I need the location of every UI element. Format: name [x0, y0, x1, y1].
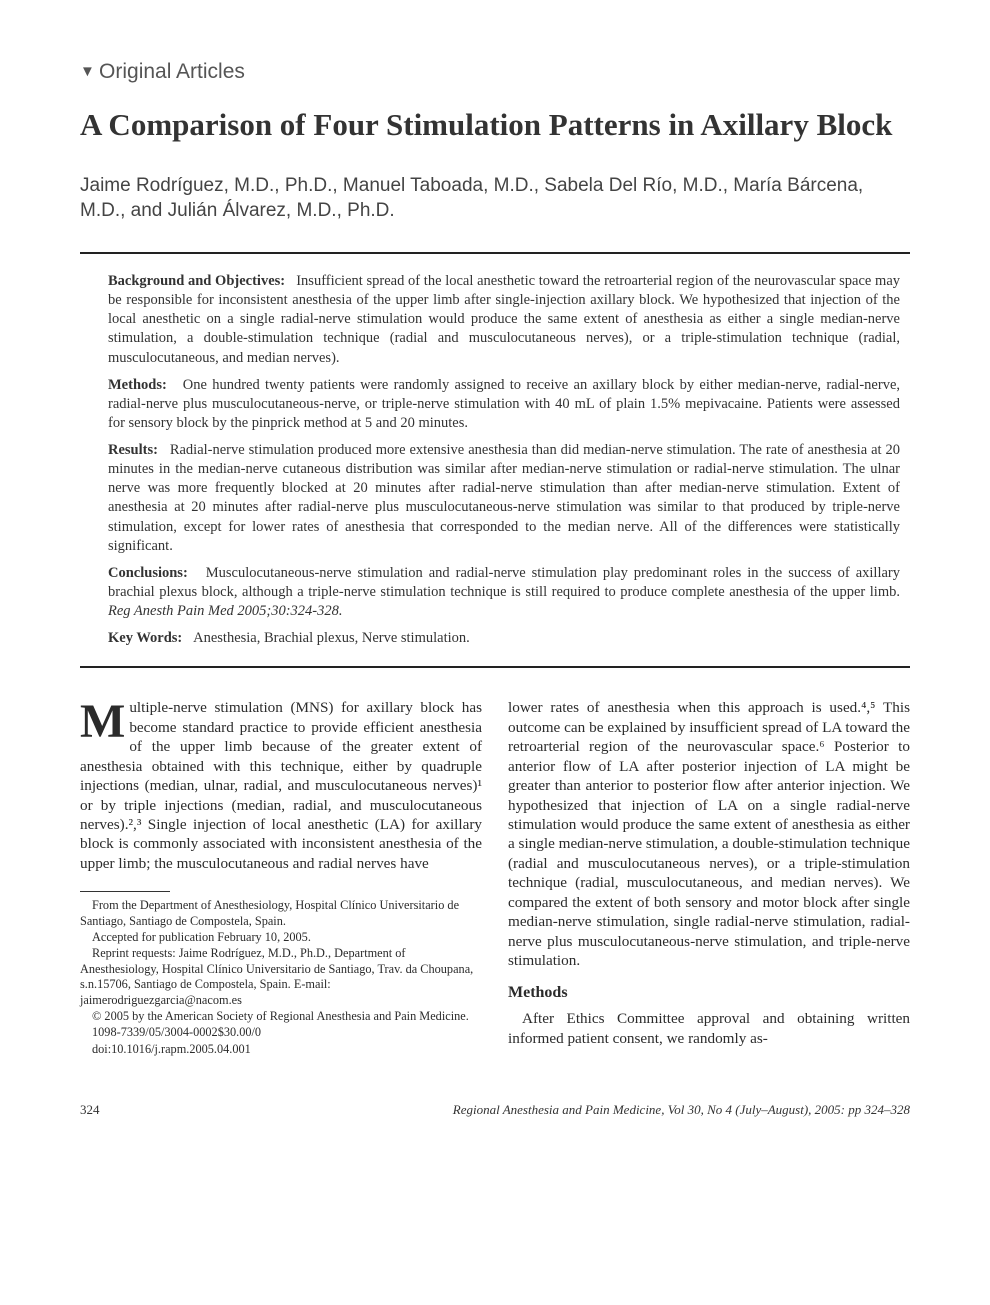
column-left: Multiple-nerve stimulation (MNS) for axi… [80, 698, 482, 1058]
footnote-affiliation: From the Department of Anesthesiology, H… [80, 898, 482, 929]
body-paragraph-1: Multiple-nerve stimulation (MNS) for axi… [80, 698, 482, 873]
methods-label: Methods: [108, 377, 167, 393]
background-label: Background and Objectives: [108, 273, 285, 289]
abstract-citation: Reg Anesth Pain Med 2005;30:324-328. [108, 603, 343, 619]
conclusions-text: Musculocutaneous-nerve stimulation and r… [108, 565, 900, 600]
footnote-reprint: Reprint requests: Jaime Rodríguez, M.D.,… [80, 946, 482, 1007]
keywords-text: Anesthesia, Brachial plexus, Nerve stimu… [193, 630, 470, 646]
results-text: Radial-nerve stimulation produced more e… [108, 442, 900, 554]
footnote-doi: doi:10.1016/j.rapm.2005.04.001 [80, 1042, 482, 1057]
methods-heading: Methods [508, 983, 910, 1003]
results-label: Results: [108, 442, 158, 458]
abstract-background: Background and Objectives: Insufficient … [108, 272, 900, 368]
section-label: Original Articles [80, 60, 910, 84]
abstract-results: Results: Radial-nerve stimulation produc… [108, 441, 900, 556]
dropcap: M [80, 698, 129, 741]
footnote-accepted: Accepted for publication February 10, 20… [80, 930, 482, 945]
footnote-rule [80, 891, 170, 892]
methods-text: One hundred twenty patients were randoml… [108, 377, 900, 431]
footnotes: From the Department of Anesthesiology, H… [80, 898, 482, 1057]
page-number: 324 [80, 1102, 100, 1118]
page-footer: 324 Regional Anesthesia and Pain Medicin… [80, 1102, 910, 1118]
column-right: lower rates of anesthesia when this appr… [508, 698, 910, 1058]
body-paragraph-2: lower rates of anesthesia when this appr… [508, 698, 910, 970]
keywords-label: Key Words: [108, 630, 182, 646]
abstract-methods: Methods: One hundred twenty patients wer… [108, 376, 900, 433]
abstract-block: Background and Objectives: Insufficient … [80, 252, 910, 668]
body-paragraph-3: After Ethics Committee approval and obta… [508, 1009, 910, 1048]
conclusions-label: Conclusions: [108, 565, 188, 581]
article-title: A Comparison of Four Stimulation Pattern… [80, 106, 910, 145]
col1-text: ultiple-nerve stimulation (MNS) for axil… [80, 699, 482, 872]
abstract-conclusions: Conclusions: Musculocutaneous-nerve stim… [108, 564, 900, 621]
footnote-copyright: © 2005 by the American Society of Region… [80, 1009, 482, 1024]
body-columns: Multiple-nerve stimulation (MNS) for axi… [80, 698, 910, 1058]
abstract-keywords: Key Words: Anesthesia, Brachial plexus, … [108, 629, 900, 648]
authors: Jaime Rodríguez, M.D., Ph.D., Manuel Tab… [80, 173, 910, 224]
journal-citation: Regional Anesthesia and Pain Medicine, V… [453, 1102, 910, 1118]
footnote-issn: 1098-7339/05/3004-0002$30.00/0 [80, 1025, 482, 1040]
